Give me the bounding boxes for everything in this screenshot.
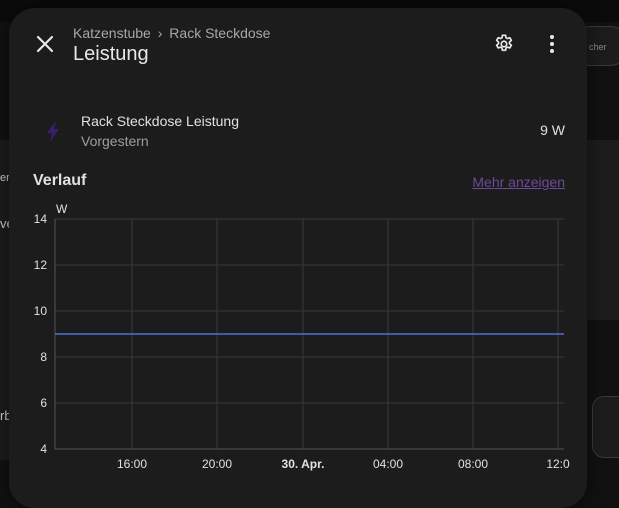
x-tick-label: 30. Apr. xyxy=(282,457,325,471)
background-card-right xyxy=(587,140,619,320)
entity-last-changed: Vorgestern xyxy=(81,133,149,149)
breadcrumb: Katzenstube › Rack Steckdose xyxy=(73,25,270,41)
dots-vertical-icon xyxy=(550,35,554,53)
entity-state-value: 9 W xyxy=(540,122,565,138)
overflow-menu-button[interactable] xyxy=(538,30,566,58)
entity-name: Rack Steckdose Leistung xyxy=(81,113,239,129)
breadcrumb-area[interactable]: Katzenstube xyxy=(73,25,151,41)
y-tick-label: 14 xyxy=(34,212,48,226)
y-tick-label: 6 xyxy=(40,396,47,410)
background-card xyxy=(0,140,9,460)
close-icon xyxy=(36,35,54,53)
y-axis-label: W xyxy=(56,202,68,216)
close-button[interactable] xyxy=(31,30,59,58)
gear-icon xyxy=(495,34,513,52)
y-tick-label: 10 xyxy=(34,304,48,318)
background-tile[interactable] xyxy=(592,396,619,458)
x-tick-label: 08:00 xyxy=(458,457,488,471)
flash-icon xyxy=(47,122,59,142)
breadcrumb-device[interactable]: Rack Steckdose xyxy=(169,25,271,41)
page-title: Leistung xyxy=(73,43,149,65)
x-tick-label: 04:00 xyxy=(373,457,403,471)
background-label: rb xyxy=(0,408,12,423)
y-tick-label: 12 xyxy=(34,258,48,272)
history-chart: 4 6 8 10 12 14 W 16:00 20:00 30. Apr. 04:00 08:00 12… xyxy=(34,202,570,471)
history-title: Verlauf xyxy=(33,172,87,189)
y-tick-label: 8 xyxy=(40,350,47,364)
x-tick-label: 12:0 xyxy=(546,457,570,471)
show-more-link[interactable]: Mehr anzeigen xyxy=(472,174,565,190)
x-tick-label: 16:00 xyxy=(117,457,147,471)
y-tick-label: 4 xyxy=(40,442,47,456)
breadcrumb-separator: › xyxy=(157,25,163,41)
settings-button[interactable] xyxy=(490,30,518,58)
x-tick-label: 20:00 xyxy=(202,457,232,471)
more-info-dialog: Katzenstube › Rack Steckdose Leistung Ra… xyxy=(9,8,587,508)
background-label: er xyxy=(0,172,10,184)
